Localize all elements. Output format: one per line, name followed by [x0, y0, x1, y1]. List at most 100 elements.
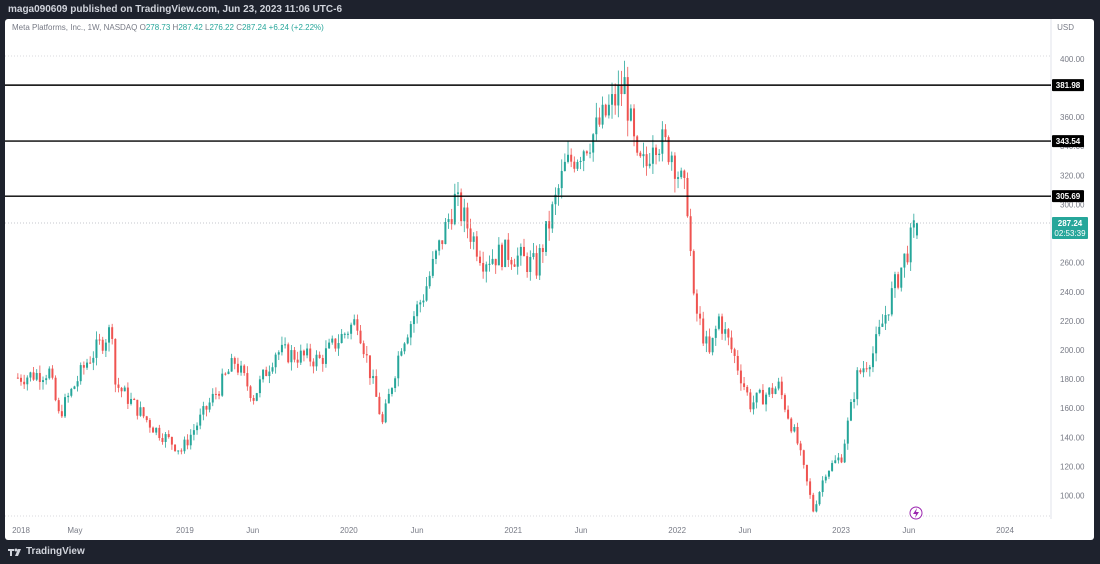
candle-body — [136, 399, 139, 416]
tradingview-brand[interactable]: TradingView — [8, 546, 85, 557]
candle-body — [812, 494, 815, 512]
candle-body — [673, 155, 676, 179]
candle-body — [48, 368, 51, 379]
candle-body — [337, 343, 340, 349]
candle-body — [541, 248, 544, 252]
candle-body — [648, 163, 651, 167]
candle-body — [227, 371, 230, 375]
candle-body — [422, 300, 425, 303]
candle-body — [86, 362, 89, 368]
price-tick-label: 180.00 — [1060, 375, 1085, 384]
price-tick-label: 100.00 — [1060, 492, 1085, 501]
candle-body — [174, 444, 177, 451]
candle-body — [378, 396, 381, 415]
candle-body — [639, 152, 642, 157]
candle-body — [595, 117, 598, 135]
candle-body — [177, 450, 180, 452]
level-price-label: 381.98 — [1056, 81, 1081, 90]
lightning-icon[interactable] — [909, 506, 923, 520]
candle-body — [827, 470, 830, 477]
candle-body — [403, 343, 406, 352]
candle-body — [45, 378, 48, 381]
candle-body — [265, 369, 268, 377]
candles[interactable] — [16, 60, 918, 513]
candle-body — [513, 264, 516, 267]
candle-body — [466, 207, 469, 229]
candle-body — [485, 264, 488, 272]
candle-body — [60, 411, 63, 417]
candle-body — [780, 381, 783, 396]
candle-body — [240, 365, 243, 373]
change-value: +6.24 (+2.22%) — [268, 23, 324, 32]
candle-body — [221, 373, 224, 396]
chart-pane[interactable]: 400.00360.00340.00320.00300.00260.00240.… — [5, 19, 1094, 540]
symbol-legend: Meta Platforms, Inc., 1W, NASDAQ O278.73… — [12, 23, 324, 32]
candle-body — [739, 370, 742, 384]
level-price-tag — [1052, 135, 1084, 148]
time-tick-label: 2023 — [832, 526, 850, 535]
candle-body — [76, 381, 79, 387]
price-axis[interactable]: 400.00360.00340.00320.00300.00260.00240.… — [1060, 55, 1085, 501]
candle-body — [504, 239, 507, 267]
candle-body — [73, 386, 76, 389]
candle-body — [793, 426, 796, 432]
time-tick-label: Jun — [902, 526, 915, 535]
candle-body — [856, 370, 859, 400]
candle-body — [164, 434, 167, 442]
candle-body — [312, 361, 315, 367]
candle-body — [633, 108, 636, 137]
candle-body — [296, 359, 299, 363]
candle-body — [148, 420, 151, 428]
time-tick-label: 2021 — [504, 526, 522, 535]
candle-body — [868, 367, 871, 370]
candle-body — [670, 155, 673, 163]
candle-body — [611, 94, 614, 105]
candle-body — [837, 457, 840, 461]
candle-body — [686, 177, 689, 217]
candle-body — [915, 223, 918, 236]
candle-body — [142, 407, 145, 417]
candle-body — [123, 387, 126, 392]
candle-body — [831, 463, 834, 471]
candle-body — [761, 389, 764, 405]
candle-body — [733, 349, 736, 356]
candle-body — [711, 337, 714, 353]
candle-body — [557, 188, 560, 195]
candle-body — [592, 134, 595, 153]
candle-body — [680, 170, 683, 178]
candle-body — [824, 476, 827, 481]
time-axis[interactable]: 2018 May 2019 Jun 2020 Jun 2021 Jun 2022 Jun 2023 J… — [12, 526, 1014, 535]
candle-body — [456, 192, 459, 194]
close-value: 287.24 — [241, 23, 267, 32]
candle-body — [516, 255, 519, 267]
candle-body — [774, 388, 777, 394]
candle-body — [387, 393, 390, 404]
time-tick-label: Jun — [739, 526, 752, 535]
candle-body — [598, 117, 601, 125]
candle-body — [343, 333, 346, 335]
candle-body — [419, 302, 422, 305]
candle-body — [677, 177, 680, 179]
candle-body — [95, 339, 98, 358]
candle-body — [35, 373, 38, 380]
price-tick-label: 240.00 — [1060, 288, 1085, 297]
candle-body — [211, 393, 214, 403]
candle-body — [444, 221, 447, 245]
candle-body — [120, 387, 123, 392]
candle-body — [16, 377, 19, 379]
candle-body — [38, 373, 41, 382]
candle-body — [302, 350, 305, 356]
candle-body — [614, 94, 617, 106]
candle-body — [192, 430, 195, 435]
candle-body — [809, 481, 812, 495]
candle-body — [460, 192, 463, 222]
candle-body — [645, 154, 648, 167]
candle-body — [799, 443, 802, 451]
candle-body — [145, 416, 148, 421]
candle-body — [117, 384, 120, 388]
candle-body — [912, 220, 915, 228]
chart-canvas[interactable]: 400.00360.00340.00320.00300.00260.00240.… — [5, 19, 1094, 540]
time-tick-label: Jun — [246, 526, 259, 535]
candle-body — [114, 338, 117, 385]
candle-body — [563, 161, 566, 171]
